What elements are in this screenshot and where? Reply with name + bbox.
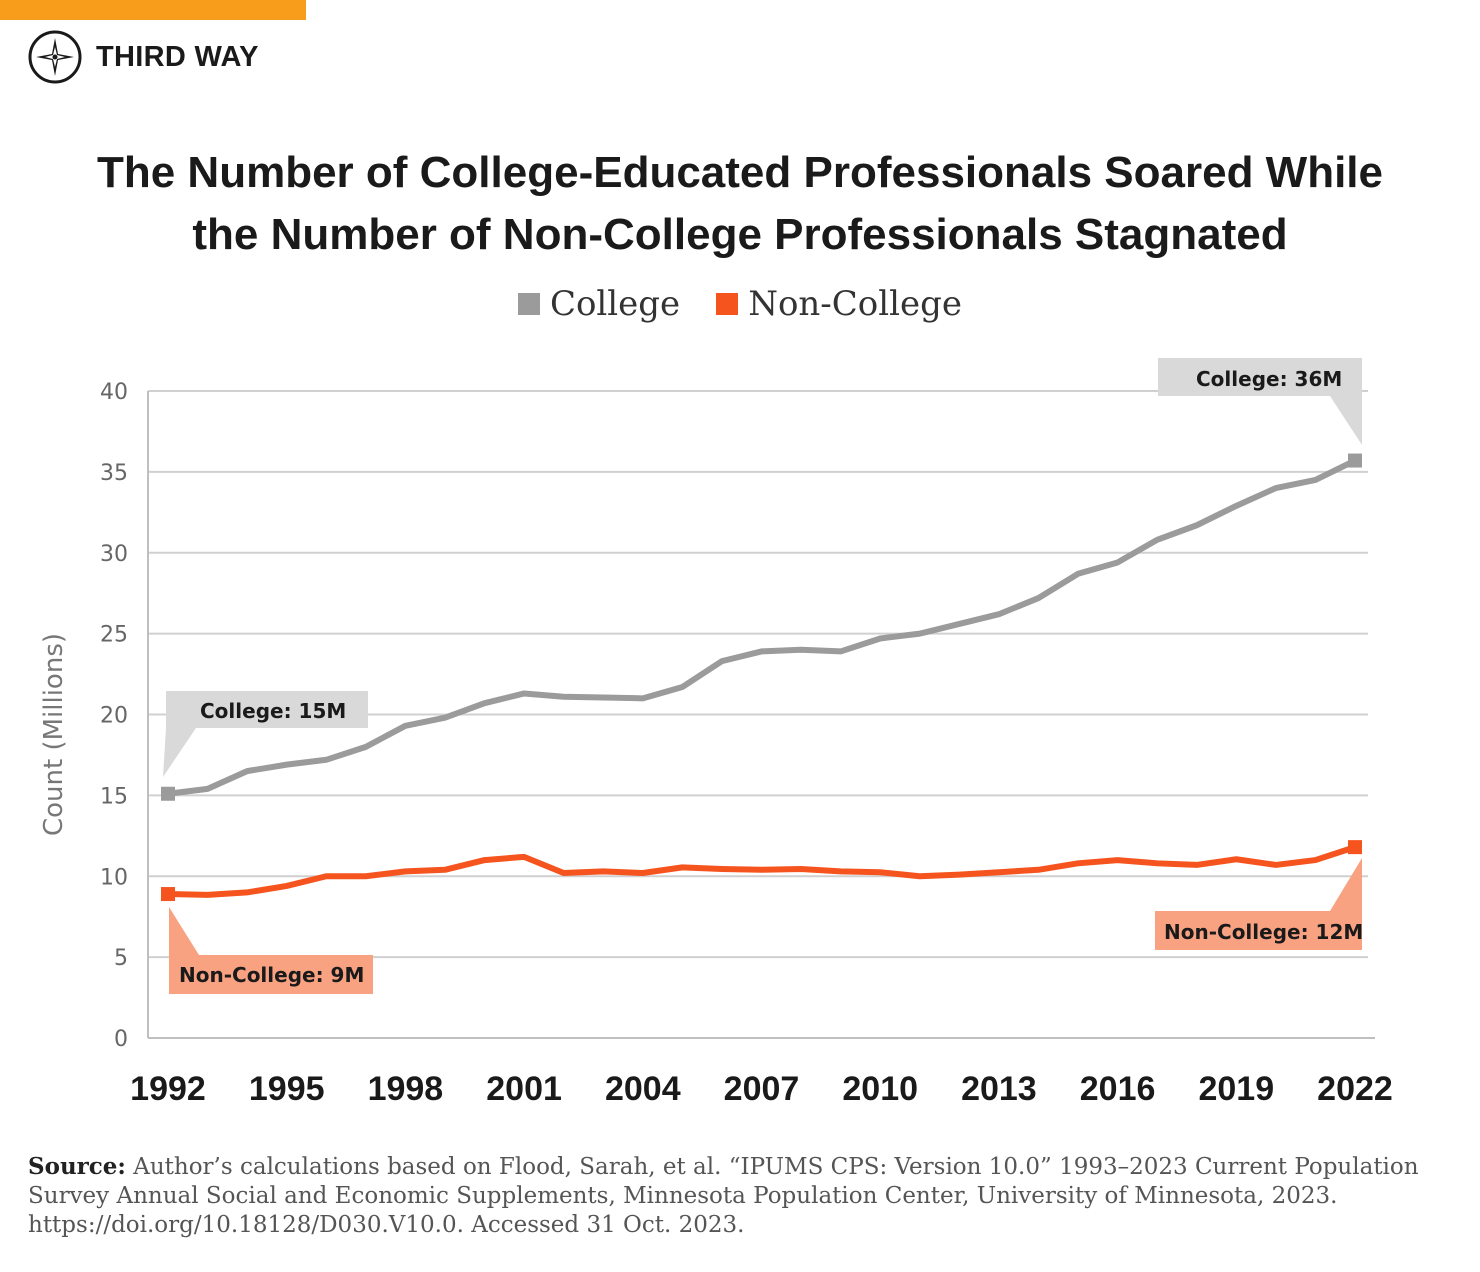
x-tick-label: 2019: [1198, 1070, 1274, 1108]
legend-item-non-college: Non-College: [716, 284, 962, 324]
y-tick-label: 25: [100, 623, 128, 648]
callout-box: [1158, 358, 1362, 396]
chart-title-line-2: the Number of Non-College Professionals …: [192, 210, 1288, 259]
callout-box: [166, 691, 368, 728]
endpoint-marker: [161, 786, 175, 801]
legend-swatch-non-college: [716, 293, 739, 315]
callout-box: [169, 955, 373, 994]
callout-pointer: [1330, 858, 1362, 911]
y-axis-label: Count (Millions): [39, 633, 69, 836]
callout-pointer: [169, 907, 199, 955]
source-note: Source: Author’s calculations based on F…: [28, 1152, 1448, 1240]
callout-pointer: [1330, 396, 1362, 445]
x-tick-label: 2016: [1080, 1070, 1156, 1108]
y-tick-label: 15: [100, 784, 128, 809]
data-callout: College: 15M: [163, 691, 368, 777]
brand-accent-bar: [0, 0, 306, 20]
x-tick-label: 2022: [1317, 1070, 1393, 1108]
line-chart: 0 5 10 15 20 25 30 35 40 1992 1995 1998 2001 2004 2007…: [39, 358, 1393, 1108]
chart-title-line-1: The Number of College-Educated Professio…: [96, 148, 1383, 197]
callout-label: Non-College: 12M: [1164, 920, 1363, 944]
x-tick-label: 2010: [842, 1070, 918, 1108]
legend-label-college: College: [549, 284, 681, 324]
endpoint-marker: [161, 887, 175, 902]
callout-box: [1155, 911, 1362, 950]
legend-label-non-college: Non-College: [748, 284, 963, 324]
x-tick-label: 2001: [486, 1070, 562, 1108]
series-line-college: [165, 457, 1358, 797]
compass-star-icon: [28, 30, 82, 84]
x-tick-label: 1995: [249, 1070, 325, 1108]
endpoint-marker: [1348, 840, 1362, 855]
legend-item-college: College: [517, 284, 681, 324]
callout-label: Non-College: 9M: [179, 963, 364, 987]
endpoint-marker: [1348, 453, 1362, 468]
legend-swatch-college: [517, 293, 540, 315]
source-label: Source:: [28, 1153, 126, 1180]
source-text: Author’s calculations based on Flood, Sa…: [28, 1154, 1419, 1238]
y-tick-label: 40: [100, 380, 128, 405]
y-tick-label: 5: [114, 946, 128, 971]
x-tick-label: 2007: [724, 1070, 800, 1108]
chart-title: The Number of College-Educated Professio…: [40, 142, 1440, 266]
callout-pointer: [163, 728, 196, 777]
brand-logo: THIRD WAY: [28, 28, 259, 86]
x-tick-label: 1992: [130, 1070, 206, 1108]
brand-name: THIRD WAY: [96, 40, 259, 73]
series-line-non-college: [165, 844, 1358, 898]
x-tick-label: 2004: [605, 1070, 681, 1108]
data-callout: Non-College: 9M: [169, 907, 373, 994]
x-tick-label: 2013: [961, 1070, 1037, 1108]
chart-legend: College Non-College: [0, 284, 1480, 324]
y-tick-label: 10: [100, 865, 128, 890]
y-tick-label: 20: [100, 704, 128, 729]
x-tick-label: 1998: [368, 1070, 444, 1108]
data-callout: Non-College: 12M: [1155, 858, 1363, 950]
data-callout: College: 36M: [1158, 358, 1362, 445]
y-tick-label: 0: [114, 1027, 128, 1052]
y-tick-label: 35: [100, 461, 128, 486]
callout-label: College: 15M: [200, 699, 346, 723]
y-tick-label: 30: [100, 542, 128, 567]
callout-label: College: 36M: [1196, 367, 1342, 391]
